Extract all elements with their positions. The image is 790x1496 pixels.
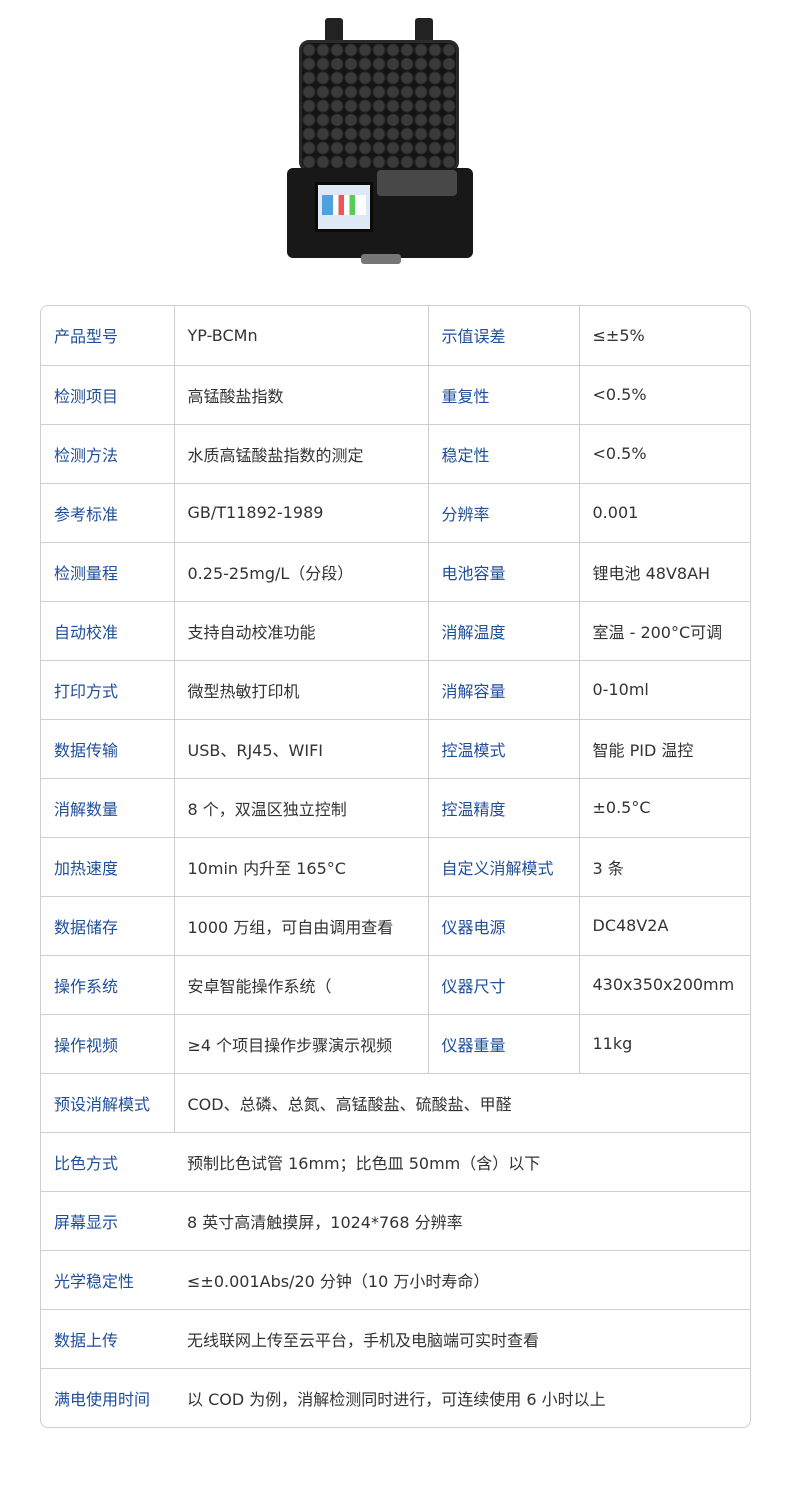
spec-value: 支持自动校准功能 (174, 600, 429, 660)
spec-value: 室温 - 200°C可调 (579, 600, 750, 660)
spec-row: 光学稳定性 ≤±0.001Abs/20 分钟（10 万小时寿命） (41, 1249, 750, 1309)
case-lid-foam (299, 40, 459, 172)
spec-label: 预设消解模式 (41, 1072, 175, 1132)
spec-row: 操作视频 ≥4 个项目操作步骤演示视频 仪器重量 11kg (41, 1013, 750, 1073)
spec-label: 自定义消解模式 (428, 836, 580, 896)
spec-label: 控温模式 (428, 718, 580, 778)
spec-row: 自动校准 支持自动校准功能 消解温度 室温 - 200°C可调 (41, 600, 750, 660)
spec-label: 操作视频 (41, 1013, 175, 1073)
spec-label: 仪器尺寸 (428, 954, 580, 1014)
spec-value: 8 个，双温区独立控制 (174, 777, 429, 837)
spec-label: 分辨率 (428, 482, 580, 542)
spec-value: 0.25-25mg/L（分段） (174, 541, 429, 601)
spec-value: 智能 PID 温控 (579, 718, 750, 778)
spec-row: 预设消解模式 COD、总磷、总氮、高锰酸盐、硫酸盐、甲醛 (41, 1072, 750, 1132)
spec-label: 数据上传 (41, 1308, 174, 1368)
spec-label: 自动校准 (41, 600, 175, 660)
spec-label: 示值误差 (428, 306, 580, 365)
spec-value: 8 英寸高清触摸屏，1024*768 分辨率 (174, 1190, 750, 1250)
spec-value: 无线联网上传至云平台，手机及电脑端可实时查看 (174, 1308, 750, 1368)
spec-row: 打印方式 微型热敏打印机 消解容量 0-10ml (41, 659, 750, 719)
instrument-body (287, 168, 473, 258)
spec-label: 电池容量 (428, 541, 580, 601)
spec-row: 消解数量 8 个，双温区独立控制 控温精度 ±0.5°C (41, 777, 750, 837)
spec-value: 高锰酸盐指数 (174, 364, 429, 424)
case-latch (325, 18, 343, 44)
spec-label: 消解数量 (41, 777, 175, 837)
spec-value: GB/T11892-1989 (174, 482, 429, 542)
spec-value: 水质高锰酸盐指数的测定 (174, 423, 429, 483)
spec-value: ≥4 个项目操作步骤演示视频 (174, 1013, 429, 1073)
instrument-screen (315, 182, 373, 232)
spec-table: 产品型号 YP-BCMn 示值误差 ≤±5% 检测项目 高锰酸盐指数 重复性 <0.5% 检测方… (40, 305, 751, 1428)
spec-label: 检测方法 (41, 423, 175, 483)
spec-label: 产品型号 (41, 306, 175, 365)
spec-row: 数据储存 1000 万组，可自由调用查看 仪器电源 DC48V2A (41, 895, 750, 955)
digestion-wells (377, 170, 457, 196)
spec-label: 消解容量 (428, 659, 580, 719)
spec-value: 安卓智能操作系统（ (174, 954, 429, 1014)
spec-value: YP-BCMn (174, 306, 429, 365)
spec-label: 操作系统 (41, 954, 175, 1014)
spec-row: 检测量程 0.25-25mg/L（分段） 电池容量 锂电池 48V8AH (41, 541, 750, 601)
spec-label: 参考标准 (41, 482, 175, 542)
spec-label: 满电使用时间 (41, 1367, 174, 1427)
spec-label: 检测项目 (41, 364, 175, 424)
spec-value: ≤±5% (592, 325, 645, 345)
spec-label: 数据传输 (41, 718, 175, 778)
spec-value: 0.001 (579, 482, 750, 542)
spec-label: 数据储存 (41, 895, 175, 955)
spec-label: 打印方式 (41, 659, 175, 719)
spec-value: DC48V2A (579, 895, 750, 955)
spec-row: 检测方法 水质高锰酸盐指数的测定 稳定性 <0.5% (41, 423, 750, 483)
spec-row: 加热速度 10min 内升至 165°C 自定义消解模式 3 条 (41, 836, 750, 896)
spec-value: 1000 万组，可自由调用查看 (174, 895, 429, 955)
spec-value: 以 COD 为例，消解检测同时进行，可连续使用 6 小时以上 (174, 1367, 750, 1427)
spec-row: 参考标准 GB/T11892-1989 分辨率 0.001 (41, 482, 750, 542)
spec-value: 11kg (579, 1013, 750, 1073)
spec-label: 控温精度 (428, 777, 580, 837)
product-image (285, 18, 475, 266)
spec-label: 检测量程 (41, 541, 175, 601)
spec-value: ±0.5°C (579, 777, 750, 837)
case-handle (361, 254, 401, 264)
spec-value: 0-10ml (579, 659, 750, 719)
spec-label: 加热速度 (41, 836, 175, 896)
case-latch (415, 18, 433, 44)
spec-value: 10min 内升至 165°C (174, 836, 429, 896)
spec-label: 屏幕显示 (41, 1190, 174, 1250)
spec-value: 锂电池 48V8AH (579, 541, 750, 601)
spec-row: 比色方式 预制比色试管 16mm；比色皿 50mm（含）以下 (41, 1131, 750, 1191)
spec-value: <0.5% (579, 364, 750, 424)
spec-row: 数据上传 无线联网上传至云平台，手机及电脑端可实时查看 (41, 1308, 750, 1368)
spec-value: 预制比色试管 16mm；比色皿 50mm（含）以下 (174, 1131, 750, 1191)
spec-label: 光学稳定性 (41, 1249, 174, 1309)
spec-label: 稳定性 (428, 423, 580, 483)
spec-row: 产品型号 YP-BCMn 示值误差 ≤±5% (41, 306, 750, 365)
spec-value: 430x350x200mm (579, 954, 750, 1014)
spec-value: ≤±0.001Abs/20 分钟（10 万小时寿命） (174, 1249, 750, 1309)
spec-label: 比色方式 (41, 1131, 174, 1191)
spec-value: USB、RJ45、WIFI (174, 718, 429, 778)
spec-label: 消解温度 (428, 600, 580, 660)
spec-row: 操作系统 安卓智能操作系统（ 仪器尺寸 430x350x200mm (41, 954, 750, 1014)
spec-row: 检测项目 高锰酸盐指数 重复性 <0.5% (41, 364, 750, 424)
spec-row: 数据传输 USB、RJ45、WIFI 控温模式 智能 PID 温控 (41, 718, 750, 778)
spec-value: COD、总磷、总氮、高锰酸盐、硫酸盐、甲醛 (174, 1072, 750, 1132)
spec-value: 3 条 (579, 836, 750, 896)
spec-label: 仪器电源 (428, 895, 580, 955)
spec-label: 仪器重量 (428, 1013, 580, 1073)
spec-value: <0.5% (579, 423, 750, 483)
spec-label: 重复性 (428, 364, 580, 424)
spec-row: 屏幕显示 8 英寸高清触摸屏，1024*768 分辨率 (41, 1190, 750, 1250)
spec-row: 满电使用时间以 COD 为例，消解检测同时进行，可连续使用 6 小时以上 (41, 1367, 750, 1427)
spec-value: 微型热敏打印机 (174, 659, 429, 719)
